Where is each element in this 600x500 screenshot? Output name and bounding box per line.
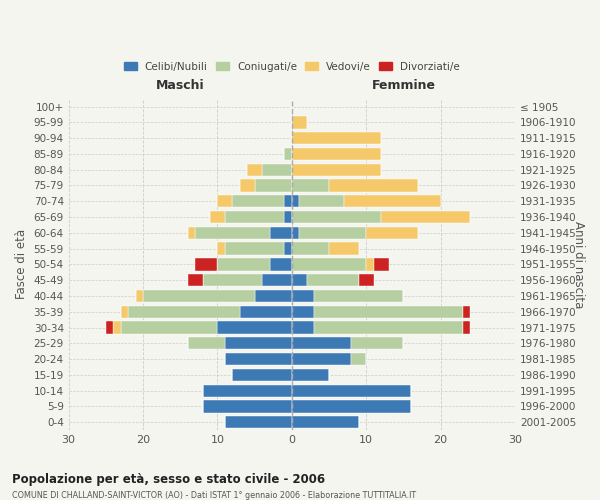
Bar bbox=[292, 353, 352, 366]
Bar bbox=[262, 274, 292, 286]
Bar bbox=[217, 242, 225, 255]
Text: Popolazione per età, sesso e stato civile - 2006: Popolazione per età, sesso e stato civil… bbox=[12, 472, 325, 486]
Bar bbox=[284, 195, 292, 207]
Bar bbox=[292, 290, 314, 302]
Bar bbox=[314, 290, 403, 302]
Bar bbox=[284, 211, 292, 223]
Bar bbox=[113, 322, 121, 334]
Text: Maschi: Maschi bbox=[156, 79, 205, 92]
Bar bbox=[344, 195, 440, 207]
Bar bbox=[314, 322, 463, 334]
Bar bbox=[254, 290, 292, 302]
Bar bbox=[352, 353, 366, 366]
Bar bbox=[225, 242, 284, 255]
Text: Femmine: Femmine bbox=[371, 79, 436, 92]
Bar bbox=[299, 226, 366, 239]
Bar bbox=[374, 258, 389, 270]
Bar bbox=[232, 195, 284, 207]
Bar bbox=[292, 164, 381, 176]
Bar bbox=[292, 416, 359, 428]
Bar bbox=[366, 258, 374, 270]
Bar bbox=[262, 164, 292, 176]
Bar bbox=[203, 274, 262, 286]
Bar bbox=[307, 274, 359, 286]
Bar bbox=[225, 416, 292, 428]
Y-axis label: Anni di nascita: Anni di nascita bbox=[572, 220, 585, 308]
Bar bbox=[217, 258, 269, 270]
Bar bbox=[292, 148, 381, 160]
Bar bbox=[225, 353, 292, 366]
Bar bbox=[188, 226, 195, 239]
Bar bbox=[225, 337, 292, 349]
Bar bbox=[195, 258, 217, 270]
Text: COMUNE DI CHALLAND-SAINT-VICTOR (AO) - Dati ISTAT 1° gennaio 2006 - Elaborazione: COMUNE DI CHALLAND-SAINT-VICTOR (AO) - D… bbox=[12, 491, 416, 500]
Bar bbox=[217, 322, 292, 334]
Bar bbox=[292, 211, 381, 223]
Bar bbox=[195, 226, 269, 239]
Bar bbox=[203, 400, 292, 412]
Bar bbox=[136, 290, 143, 302]
Bar bbox=[329, 242, 359, 255]
Bar bbox=[292, 274, 307, 286]
Bar bbox=[284, 148, 292, 160]
Bar bbox=[292, 384, 411, 397]
Bar bbox=[121, 322, 217, 334]
Legend: Celibi/Nubili, Coniugati/e, Vedovi/e, Divorziati/e: Celibi/Nubili, Coniugati/e, Vedovi/e, Di… bbox=[120, 58, 464, 76]
Bar bbox=[143, 290, 254, 302]
Bar bbox=[292, 116, 307, 128]
Bar bbox=[240, 180, 254, 192]
Bar bbox=[292, 226, 299, 239]
Bar bbox=[210, 211, 225, 223]
Bar bbox=[128, 306, 240, 318]
Bar bbox=[292, 132, 381, 144]
Bar bbox=[292, 242, 329, 255]
Bar bbox=[284, 242, 292, 255]
Bar bbox=[247, 164, 262, 176]
Bar bbox=[106, 322, 113, 334]
Bar bbox=[188, 337, 225, 349]
Bar bbox=[203, 384, 292, 397]
Bar bbox=[240, 306, 292, 318]
Bar bbox=[463, 322, 470, 334]
Bar bbox=[292, 306, 314, 318]
Bar bbox=[269, 258, 292, 270]
Bar bbox=[463, 306, 470, 318]
Bar bbox=[299, 195, 344, 207]
Bar bbox=[292, 180, 329, 192]
Bar bbox=[188, 274, 203, 286]
Bar bbox=[269, 226, 292, 239]
Bar bbox=[217, 195, 232, 207]
Bar bbox=[292, 322, 314, 334]
Bar bbox=[292, 400, 411, 412]
Bar bbox=[292, 368, 329, 381]
Bar bbox=[292, 337, 352, 349]
Bar bbox=[232, 368, 292, 381]
Y-axis label: Fasce di età: Fasce di età bbox=[15, 230, 28, 300]
Bar bbox=[254, 180, 292, 192]
Bar bbox=[121, 306, 128, 318]
Bar bbox=[292, 195, 299, 207]
Bar bbox=[359, 274, 374, 286]
Bar bbox=[314, 306, 463, 318]
Bar bbox=[381, 211, 470, 223]
Bar bbox=[292, 258, 366, 270]
Bar bbox=[366, 226, 418, 239]
Bar bbox=[225, 211, 284, 223]
Bar bbox=[352, 337, 403, 349]
Bar bbox=[329, 180, 418, 192]
